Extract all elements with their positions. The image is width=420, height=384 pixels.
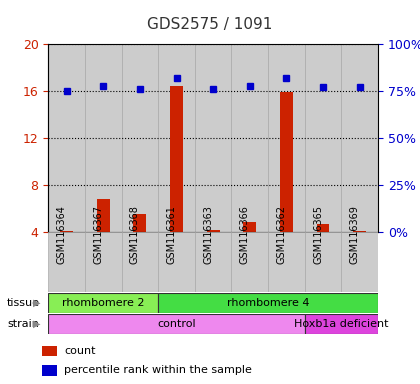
Text: strain: strain: [7, 319, 39, 329]
Bar: [341, 232, 378, 292]
Bar: [195, 44, 231, 232]
Bar: [243, 222, 256, 232]
Bar: [158, 293, 378, 313]
Bar: [231, 44, 268, 232]
Bar: [268, 44, 305, 232]
Bar: [158, 44, 195, 232]
Bar: [97, 199, 110, 232]
Text: ▶: ▶: [33, 298, 41, 308]
Bar: [317, 224, 329, 232]
Bar: [121, 232, 158, 292]
Bar: [353, 231, 366, 232]
Text: GSM116366: GSM116366: [240, 205, 250, 263]
Text: GSM116363: GSM116363: [203, 205, 213, 263]
Bar: [280, 93, 293, 232]
Text: GSM116367: GSM116367: [93, 205, 103, 263]
Text: rhombomere 4: rhombomere 4: [227, 298, 310, 308]
Bar: [231, 232, 268, 292]
Text: Hoxb1a deficient: Hoxb1a deficient: [294, 319, 389, 329]
Bar: [305, 232, 341, 292]
Bar: [134, 214, 146, 232]
Bar: [85, 232, 121, 292]
Text: GDS2575 / 1091: GDS2575 / 1091: [147, 17, 273, 32]
Bar: [85, 44, 121, 232]
Text: tissue: tissue: [7, 298, 40, 308]
Bar: [268, 232, 305, 292]
Text: GSM116369: GSM116369: [350, 205, 360, 263]
Bar: [48, 314, 305, 334]
Text: control: control: [157, 319, 196, 329]
Bar: [305, 314, 378, 334]
Bar: [158, 232, 195, 292]
Bar: [60, 231, 73, 232]
Bar: [42, 365, 57, 376]
Bar: [170, 86, 183, 232]
Text: percentile rank within the sample: percentile rank within the sample: [64, 365, 252, 375]
Text: ▶: ▶: [33, 319, 41, 329]
Bar: [48, 44, 85, 232]
Text: rhombomere 2: rhombomere 2: [62, 298, 144, 308]
Text: GSM116362: GSM116362: [276, 205, 286, 263]
Text: GSM116364: GSM116364: [57, 205, 67, 263]
Bar: [195, 232, 231, 292]
Bar: [207, 230, 220, 232]
Bar: [48, 293, 158, 313]
Bar: [121, 44, 158, 232]
Text: GSM116365: GSM116365: [313, 205, 323, 263]
Bar: [341, 44, 378, 232]
Text: count: count: [64, 346, 96, 356]
Bar: [42, 346, 57, 356]
Text: GSM116361: GSM116361: [166, 205, 176, 263]
Text: GSM116368: GSM116368: [130, 205, 140, 263]
Bar: [48, 232, 85, 292]
Bar: [305, 44, 341, 232]
